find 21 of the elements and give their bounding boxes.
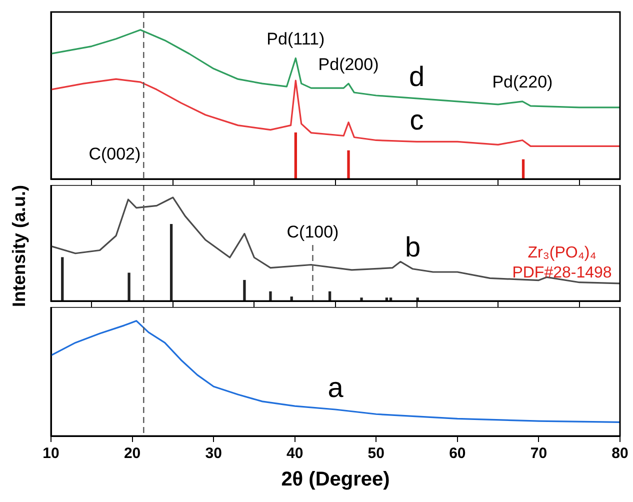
y-axis-title: Intensity (a.u.) [9, 184, 30, 310]
series-label: a [328, 372, 344, 404]
annotation: Pd(220) [492, 72, 553, 92]
series-label: d [408, 61, 425, 92]
x-tick-label: 50 [368, 445, 384, 462]
x-tick-label: 80 [612, 445, 628, 462]
x-tick-label: 60 [449, 445, 466, 462]
series-label: c [410, 104, 424, 136]
annotation: Pd(200) [318, 54, 379, 74]
annotation: PDF#28-1498 [512, 264, 612, 282]
x-tick-label: 40 [286, 445, 304, 462]
x-axis-title: 2θ (Degree) [281, 468, 390, 491]
x-tick-label: 10 [42, 445, 60, 462]
annotation: Pd(111) [266, 29, 325, 48]
x-tick-label: 20 [124, 445, 141, 462]
series-label: b [404, 232, 421, 263]
annotation: Zr₃(PO₄)₄ [528, 244, 596, 262]
x-tick-label: 70 [530, 445, 548, 462]
ref-line-label: C(100) [286, 222, 339, 242]
ref-line-label: C(002) [88, 144, 141, 164]
x-tick-label: 30 [205, 445, 222, 462]
